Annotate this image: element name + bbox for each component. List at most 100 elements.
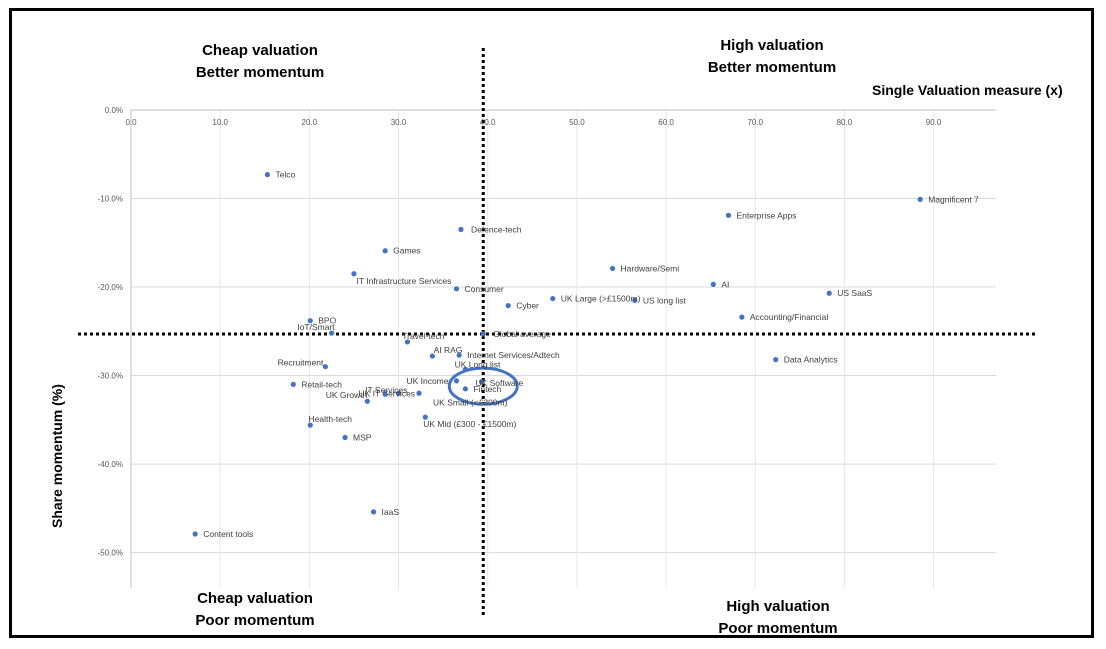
- x-tick-label: 60.0: [658, 118, 674, 127]
- data-label: Health-tech: [309, 414, 353, 424]
- data-point: [329, 330, 335, 336]
- data-label: BPO: [318, 316, 336, 326]
- data-label: UK Large (>£1500m): [561, 294, 641, 304]
- data-point: [725, 212, 732, 218]
- data-label: US SaaS: [837, 288, 872, 298]
- data-label: Cyber: [516, 301, 539, 311]
- quadrant-top-right-line2: Better momentum: [707, 59, 837, 76]
- data-point: [826, 290, 832, 296]
- data-point: [462, 366, 469, 372]
- data-point: [422, 414, 428, 420]
- data-point: [192, 531, 198, 537]
- y-tick-label: -30.0%: [98, 372, 123, 381]
- data-label: Travel-tech: [402, 331, 444, 341]
- data-label: AI: [721, 279, 729, 289]
- data-label: Retail-tech: [301, 379, 342, 389]
- x-tick-label: 70.0: [747, 118, 763, 127]
- data-point: [480, 331, 486, 337]
- chart-frame: [9, 8, 1094, 638]
- data-label: Consumer: [464, 284, 503, 294]
- data-label: UK Small (<£300m): [433, 397, 508, 407]
- quadrant-bottom-left-line1: Cheap valuation: [197, 590, 313, 607]
- quadrant-top-right: High valuation Better momentum: [692, 35, 852, 79]
- data-point: [710, 281, 716, 287]
- data-point: [478, 379, 485, 385]
- y-axis-title: Share momentum (%): [49, 384, 65, 528]
- data-point: [739, 314, 745, 320]
- data-label: Telco: [275, 170, 295, 180]
- data-point: [462, 386, 469, 392]
- x-tick-label: 90.0: [926, 118, 942, 127]
- highlight-ellipse: [447, 366, 519, 406]
- x-axis-title: Single Valuation measure (x): [872, 82, 1063, 98]
- data-point: [382, 391, 388, 397]
- data-point: [458, 226, 464, 233]
- data-label: UK Growth: [326, 390, 368, 400]
- quadrant-top-right-line1: High valuation: [720, 37, 824, 54]
- y-tick-label: -50.0%: [98, 549, 123, 558]
- data-point: [453, 378, 460, 384]
- data-point: [773, 357, 779, 363]
- data-label: Magnificent 7: [928, 194, 979, 204]
- data-point: [429, 353, 436, 359]
- data-point: [382, 248, 388, 254]
- x-tick-label: 0.0: [125, 118, 137, 127]
- data-point: [632, 297, 638, 303]
- data-label: Content tools: [203, 529, 253, 539]
- data-point: [550, 295, 556, 302]
- data-point: [351, 271, 357, 277]
- quadrant-bottom-right: High valuation Poor momentum: [698, 596, 858, 640]
- x-tick-label: 30.0: [391, 118, 407, 127]
- x-tick-label: 10.0: [212, 118, 228, 127]
- quadrant-bottom-left-line2: Poor momentum: [195, 612, 315, 629]
- data-label: Enterprise Apps: [736, 210, 796, 220]
- y-tick-label: -20.0%: [98, 283, 123, 292]
- data-label: Games: [393, 246, 420, 256]
- data-point: [322, 364, 329, 370]
- x-tick-label: 50.0: [569, 118, 585, 127]
- data-point: [416, 390, 422, 396]
- x-tick-label: 80.0: [837, 118, 853, 127]
- data-point: [364, 398, 370, 404]
- x-tick-label: 40.0: [480, 118, 496, 127]
- data-point: [342, 434, 348, 441]
- y-tick-label: 0.0%: [105, 106, 123, 115]
- x-tick-label: 20.0: [302, 118, 318, 127]
- data-label: UK Income: [406, 376, 448, 386]
- y-tick-label: -10.0%: [98, 195, 123, 204]
- data-point: [505, 303, 511, 309]
- data-point: [917, 196, 923, 203]
- data-point: [307, 318, 313, 324]
- quadrant-top-left-line2: Better momentum: [195, 64, 325, 81]
- quadrant-top-left-line1: Cheap valuation: [202, 42, 318, 59]
- data-label: UK Mid (£300 - £1500m): [423, 419, 516, 429]
- data-point: [453, 286, 460, 292]
- data-point: [264, 172, 271, 178]
- data-label: Internet Services/Adtech: [467, 350, 560, 360]
- data-label: IT Services: [365, 385, 407, 395]
- data-label: Fintech: [473, 384, 501, 394]
- data-label: IaaS: [382, 507, 400, 517]
- y-tick-label: -40.0%: [98, 460, 123, 469]
- quadrant-top-left: Cheap valuation Better momentum: [180, 40, 340, 84]
- data-label: IT Infrastructure Services: [357, 276, 452, 286]
- data-label: Accounting/Financial: [750, 312, 829, 322]
- data-label: Data Analytics: [784, 355, 838, 365]
- data-label: UK Long list: [455, 359, 501, 369]
- quadrant-bottom-left: Cheap valuation Poor momentum: [175, 588, 335, 632]
- data-label: UK Software: [475, 378, 523, 388]
- data-label: MSP: [353, 433, 372, 443]
- data-point: [395, 390, 402, 396]
- data-point: [404, 339, 411, 345]
- data-point: [609, 265, 616, 272]
- quadrant-bottom-right-line2: Poor momentum: [718, 620, 838, 637]
- data-label: US long list: [643, 295, 687, 305]
- data-label: Global average: [493, 329, 551, 339]
- data-label: Defence-tech: [471, 225, 522, 235]
- data-label: IoT/Smart: [297, 322, 335, 332]
- data-label: AI RAG: [434, 345, 463, 355]
- data-point: [307, 422, 313, 428]
- data-point: [456, 352, 462, 358]
- data-point: [290, 381, 296, 388]
